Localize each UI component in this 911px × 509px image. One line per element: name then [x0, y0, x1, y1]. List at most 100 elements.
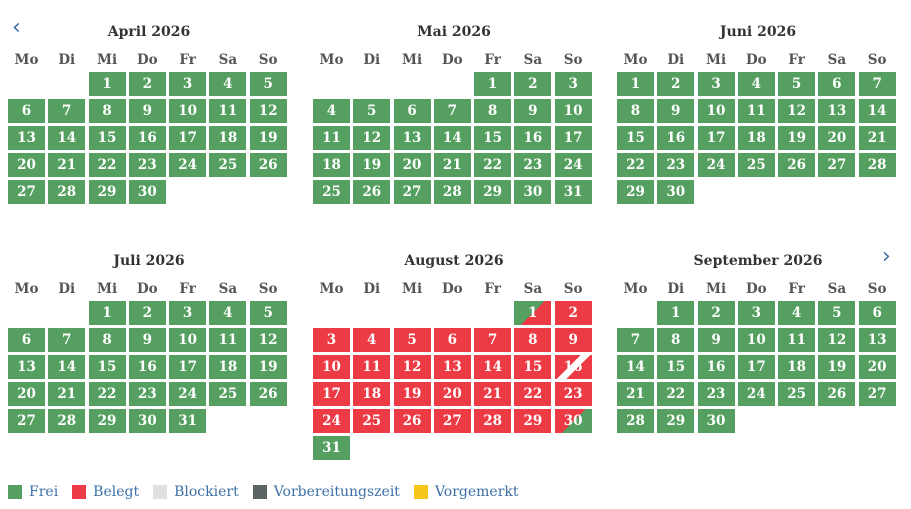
day-cell-free[interactable]: 30 [514, 180, 552, 204]
day-cell-free[interactable]: 2 [128, 72, 166, 96]
day-cell-free[interactable]: 23 [514, 153, 552, 177]
day-cell-free[interactable]: 20 [818, 126, 856, 150]
day-cell-free[interactable]: 6 [8, 99, 45, 123]
day-cell-free[interactable]: 27 [8, 180, 45, 204]
day-cell-free[interactable]: 25 [209, 153, 247, 177]
day-cell-free[interactable]: 19 [818, 355, 856, 379]
day-cell-free[interactable]: 3 [169, 301, 207, 325]
day-cell-free[interactable]: 28 [858, 153, 896, 177]
day-cell-free[interactable]: 26 [249, 153, 287, 177]
day-cell-free[interactable]: 20 [8, 382, 45, 406]
day-cell-free[interactable]: 16 [697, 355, 735, 379]
day-cell-free[interactable]: 19 [778, 126, 816, 150]
day-cell-booked[interactable]: 23 [554, 382, 592, 406]
day-cell-free[interactable]: 12 [778, 99, 816, 123]
day-cell-free[interactable]: 13 [393, 126, 431, 150]
day-cell-booked[interactable]: 14 [474, 355, 512, 379]
day-cell-free[interactable]: 22 [88, 382, 126, 406]
day-cell-booked[interactable]: 4 [353, 328, 391, 352]
day-cell-free[interactable]: 7 [48, 328, 86, 352]
day-cell-booked[interactable]: 21 [474, 382, 512, 406]
day-cell-free[interactable]: 30 [128, 180, 166, 204]
day-cell-free[interactable]: 4 [209, 72, 247, 96]
day-cell-free[interactable]: 28 [48, 409, 86, 433]
day-cell-free[interactable]: 6 [8, 328, 45, 352]
day-cell-free[interactable]: 26 [249, 382, 287, 406]
day-cell-free[interactable]: 1 [657, 301, 695, 325]
day-cell-free[interactable]: 1 [88, 301, 126, 325]
day-cell-free[interactable]: 15 [474, 126, 512, 150]
day-cell-free[interactable]: 14 [48, 355, 86, 379]
day-cell-free[interactable]: 7 [48, 99, 86, 123]
day-cell-free[interactable]: 14 [433, 126, 471, 150]
day-cell-free[interactable]: 27 [8, 409, 45, 433]
day-cell-free[interactable]: 16 [514, 126, 552, 150]
day-cell-free[interactable]: 23 [128, 153, 166, 177]
day-cell-free[interactable]: 5 [818, 301, 856, 325]
day-cell-free[interactable]: 4 [313, 99, 350, 123]
day-cell-free[interactable]: 26 [818, 382, 856, 406]
day-cell-booked[interactable]: 24 [313, 409, 350, 433]
day-cell-booked[interactable]: 12 [393, 355, 431, 379]
day-cell-free[interactable]: 23 [697, 382, 735, 406]
day-cell-free[interactable]: 24 [169, 382, 207, 406]
day-cell-free[interactable]: 28 [617, 409, 654, 433]
day-cell-free[interactable]: 14 [617, 355, 654, 379]
day-cell-free[interactable]: 13 [818, 99, 856, 123]
day-cell-free[interactable]: 13 [858, 328, 896, 352]
day-cell-booked[interactable]: 22 [514, 382, 552, 406]
day-cell-free[interactable]: 29 [617, 180, 654, 204]
day-cell-free[interactable]: 11 [778, 328, 816, 352]
day-cell-booked[interactable]: 9 [554, 328, 592, 352]
day-cell-free[interactable]: 11 [209, 99, 247, 123]
day-cell-booked[interactable]: 3 [313, 328, 350, 352]
day-cell-free[interactable]: 5 [353, 99, 391, 123]
day-cell-free[interactable]: 17 [169, 355, 207, 379]
day-cell-free[interactable]: 9 [697, 328, 735, 352]
day-cell-booked[interactable]: 6 [433, 328, 471, 352]
day-cell-free[interactable]: 10 [169, 328, 207, 352]
day-cell-free[interactable]: 1 [474, 72, 512, 96]
day-cell-free[interactable]: 30 [697, 409, 735, 433]
day-cell-free[interactable]: 25 [313, 180, 350, 204]
day-cell-free[interactable]: 10 [737, 328, 775, 352]
day-cell-free[interactable]: 24 [697, 153, 735, 177]
day-cell-free[interactable]: 18 [209, 355, 247, 379]
next-month-chevron-icon[interactable]: › [882, 244, 891, 269]
day-cell-free[interactable]: 16 [128, 355, 166, 379]
day-cell-free[interactable]: 22 [657, 382, 695, 406]
day-cell-free[interactable]: 10 [169, 99, 207, 123]
previous-month-chevron-icon[interactable]: ‹ [12, 15, 21, 40]
day-cell-booked[interactable]: 25 [353, 409, 391, 433]
day-cell-free[interactable]: 29 [474, 180, 512, 204]
day-cell-free[interactable]: 3 [169, 72, 207, 96]
day-cell-free[interactable]: 31 [554, 180, 592, 204]
day-cell-free[interactable]: 17 [554, 126, 592, 150]
day-cell-free[interactable]: 5 [249, 72, 287, 96]
day-cell-free[interactable]: 11 [737, 99, 775, 123]
day-cell-booked[interactable]: 11 [353, 355, 391, 379]
day-cell-free[interactable]: 15 [657, 355, 695, 379]
day-cell-free[interactable]: 27 [858, 382, 896, 406]
day-cell-free[interactable]: 7 [617, 328, 654, 352]
day-cell-free[interactable]: 25 [778, 382, 816, 406]
day-cell-booked[interactable]: 27 [433, 409, 471, 433]
day-cell-free[interactable]: 12 [249, 99, 287, 123]
day-cell-free[interactable]: 10 [554, 99, 592, 123]
day-cell-free[interactable]: 29 [88, 180, 126, 204]
day-cell-free[interactable]: 22 [617, 153, 654, 177]
day-cell-booked[interactable]: 26 [393, 409, 431, 433]
day-cell-changeover[interactable]: 16 [554, 355, 592, 379]
day-cell-booked[interactable]: 20 [433, 382, 471, 406]
day-cell-booked[interactable]: 8 [514, 328, 552, 352]
day-cell-free[interactable]: 28 [48, 180, 86, 204]
day-cell-arrival[interactable]: 1 [514, 301, 552, 325]
day-cell-free[interactable]: 5 [778, 72, 816, 96]
day-cell-free[interactable]: 1 [88, 72, 126, 96]
day-cell-free[interactable]: 18 [313, 153, 350, 177]
day-cell-free[interactable]: 7 [858, 72, 896, 96]
day-cell-free[interactable]: 17 [737, 355, 775, 379]
day-cell-free[interactable]: 8 [88, 99, 126, 123]
day-cell-free[interactable]: 19 [249, 355, 287, 379]
day-cell-free[interactable]: 12 [353, 126, 391, 150]
